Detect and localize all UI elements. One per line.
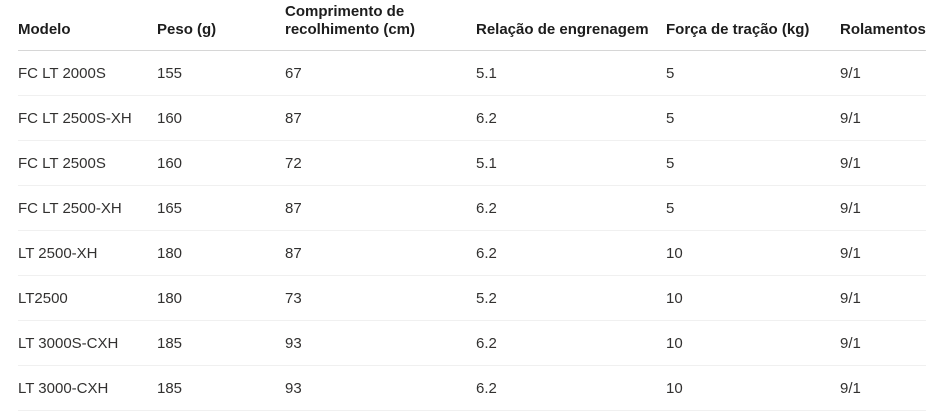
cell-modelo: FC LT 2500S-XH bbox=[18, 95, 157, 141]
cell-peso: 165 bbox=[157, 185, 285, 231]
cell-modelo: LT 3000-CXH bbox=[18, 365, 157, 411]
cell-comprimento-recolhimento: 73 bbox=[285, 275, 476, 321]
cell-relacao-engrenagem: 5.1 bbox=[476, 50, 666, 96]
table-row: FC LT 2500S-XH 160 87 6.2 5 9/1 bbox=[18, 95, 926, 141]
cell-forca-tracao: 5 bbox=[666, 140, 840, 186]
cell-peso: 160 bbox=[157, 140, 285, 186]
cell-peso: 180 bbox=[157, 275, 285, 321]
cell-rolamentos: 9/1 bbox=[840, 275, 926, 321]
table-row: LT 3000S-CXH 185 93 6.2 10 9/1 bbox=[18, 320, 926, 366]
cell-relacao-engrenagem: 6.2 bbox=[476, 95, 666, 141]
cell-modelo: LT2500 bbox=[18, 275, 157, 321]
cell-peso: 185 bbox=[157, 365, 285, 411]
table-row: FC LT 2000S 155 67 5.1 5 9/1 bbox=[18, 50, 926, 96]
cell-rolamentos: 9/1 bbox=[840, 50, 926, 96]
cell-comprimento-recolhimento: 87 bbox=[285, 230, 476, 276]
cell-rolamentos: 9/1 bbox=[840, 185, 926, 231]
cell-modelo: LT 2500-XH bbox=[18, 230, 157, 276]
cell-peso: 180 bbox=[157, 230, 285, 276]
cell-rolamentos: 9/1 bbox=[840, 320, 926, 366]
table-row: LT 2500-XH 180 87 6.2 10 9/1 bbox=[18, 230, 926, 276]
cell-relacao-engrenagem: 5.1 bbox=[476, 140, 666, 186]
table-body: FC LT 2000S 155 67 5.1 5 9/1 FC LT 2500S-XH 160… bbox=[18, 50, 926, 411]
cell-rolamentos: 9/1 bbox=[840, 230, 926, 276]
column-header-comprimento-recolhimento: Comprimento de recolhimento (cm) bbox=[285, 0, 476, 51]
header-row: Modelo Peso (g) Comprimento de recolhime… bbox=[18, 0, 926, 51]
cell-forca-tracao: 5 bbox=[666, 95, 840, 141]
cell-modelo: FC LT 2000S bbox=[18, 50, 157, 96]
table-row: LT2500 180 73 5.2 10 9/1 bbox=[18, 275, 926, 321]
cell-rolamentos: 9/1 bbox=[840, 365, 926, 411]
cell-peso: 185 bbox=[157, 320, 285, 366]
table-row: LT 3000-CXH 185 93 6.2 10 9/1 bbox=[18, 365, 926, 411]
table-row: FC LT 2500S 160 72 5.1 5 9/1 bbox=[18, 140, 926, 186]
cell-relacao-engrenagem: 6.2 bbox=[476, 365, 666, 411]
cell-comprimento-recolhimento: 87 bbox=[285, 185, 476, 231]
cell-rolamentos: 9/1 bbox=[840, 95, 926, 141]
cell-modelo: FC LT 2500S bbox=[18, 140, 157, 186]
cell-forca-tracao: 10 bbox=[666, 320, 840, 366]
column-header-peso: Peso (g) bbox=[157, 0, 285, 51]
cell-comprimento-recolhimento: 93 bbox=[285, 320, 476, 366]
cell-forca-tracao: 10 bbox=[666, 365, 840, 411]
cell-modelo: FC LT 2500-XH bbox=[18, 185, 157, 231]
cell-modelo: LT 3000S-CXH bbox=[18, 320, 157, 366]
cell-comprimento-recolhimento: 93 bbox=[285, 365, 476, 411]
cell-comprimento-recolhimento: 67 bbox=[285, 50, 476, 96]
cell-rolamentos: 9/1 bbox=[840, 140, 926, 186]
reel-specs-table: Modelo Peso (g) Comprimento de recolhime… bbox=[18, 0, 926, 411]
column-header-forca-tracao: Força de tração (kg) bbox=[666, 0, 840, 51]
cell-relacao-engrenagem: 5.2 bbox=[476, 275, 666, 321]
cell-comprimento-recolhimento: 87 bbox=[285, 95, 476, 141]
column-header-relacao-engrenagem: Relação de engrenagem bbox=[476, 0, 666, 51]
cell-peso: 155 bbox=[157, 50, 285, 96]
cell-forca-tracao: 5 bbox=[666, 50, 840, 96]
cell-comprimento-recolhimento: 72 bbox=[285, 140, 476, 186]
table-row: FC LT 2500-XH 165 87 6.2 5 9/1 bbox=[18, 185, 926, 231]
cell-forca-tracao: 10 bbox=[666, 275, 840, 321]
cell-relacao-engrenagem: 6.2 bbox=[476, 320, 666, 366]
cell-peso: 160 bbox=[157, 95, 285, 141]
column-header-modelo: Modelo bbox=[18, 0, 157, 51]
cell-forca-tracao: 5 bbox=[666, 185, 840, 231]
column-header-rolamentos: Rolamentos bbox=[840, 0, 926, 51]
cell-relacao-engrenagem: 6.2 bbox=[476, 185, 666, 231]
cell-forca-tracao: 10 bbox=[666, 230, 840, 276]
cell-relacao-engrenagem: 6.2 bbox=[476, 230, 666, 276]
